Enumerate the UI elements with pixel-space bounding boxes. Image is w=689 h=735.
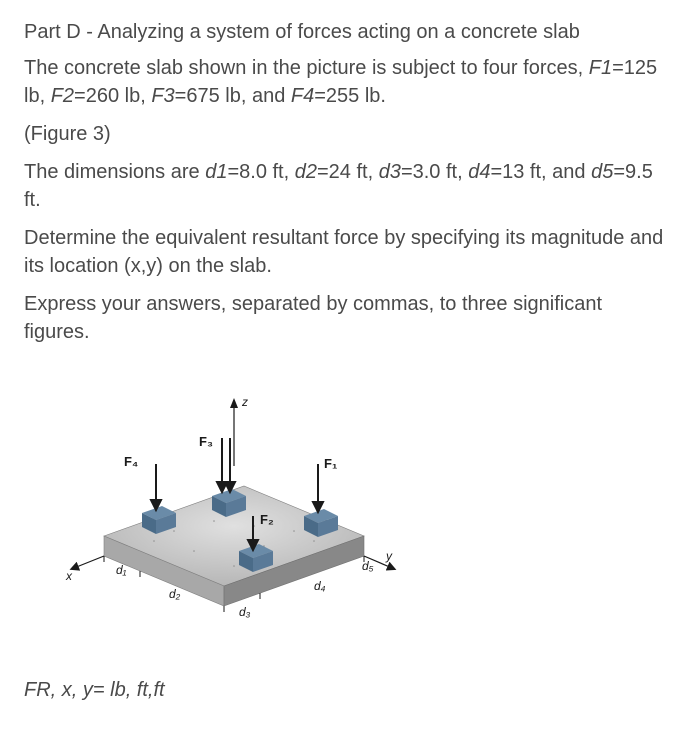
z-axis-label: z <box>241 395 248 409</box>
d4-label: d₄ <box>314 579 326 593</box>
x-axis-label: x <box>65 569 73 583</box>
d1-var: d1 <box>205 161 227 183</box>
figure-3: z <box>24 376 665 636</box>
text: The concrete slab shown in the picture i… <box>24 57 589 79</box>
d1-label: d₁ <box>116 563 127 577</box>
forces-paragraph: The concrete slab shown in the picture i… <box>24 54 665 110</box>
f1-var: F1 <box>589 57 612 79</box>
d4-var: d4 <box>468 161 490 183</box>
y-axis-label: y <box>385 549 393 563</box>
f3-label: F₃ <box>199 434 213 449</box>
text: =260 lb, <box>74 85 151 107</box>
text: =24 ft, <box>317 161 379 183</box>
answer-line: FR, x, y= lb, ft,ft <box>24 676 665 704</box>
d3-var: d3 <box>379 161 401 183</box>
d3-label: d₃ <box>239 605 251 619</box>
f2-var: F2 <box>51 85 74 107</box>
f4-var: F4 <box>291 85 314 107</box>
express-paragraph: Express your answers, separated by comma… <box>24 290 665 346</box>
f3-var: F3 <box>151 85 174 107</box>
d5-var: d5 <box>591 161 613 183</box>
slab-diagram: z <box>64 376 404 636</box>
task-paragraph: Determine the equivalent resultant force… <box>24 224 665 280</box>
text: =3.0 ft, <box>401 161 468 183</box>
d2-var: d2 <box>295 161 317 183</box>
f4-label: F₄ <box>124 454 138 469</box>
text: =13 ft, and <box>490 161 591 183</box>
text: The dimensions are <box>24 161 205 183</box>
part-title: Part D - Analyzing a system of forces ac… <box>24 18 665 46</box>
f1-label: F₁ <box>324 456 337 471</box>
d2-label: d₂ <box>169 587 181 601</box>
figure-ref: (Figure 3) <box>24 120 665 148</box>
text: =8.0 ft, <box>227 161 294 183</box>
f2-label: F₂ <box>260 512 274 527</box>
text: =675 lb, and <box>175 85 291 107</box>
dimensions-paragraph: The dimensions are d1=8.0 ft, d2=24 ft, … <box>24 158 665 214</box>
text: =255 lb. <box>314 85 386 107</box>
